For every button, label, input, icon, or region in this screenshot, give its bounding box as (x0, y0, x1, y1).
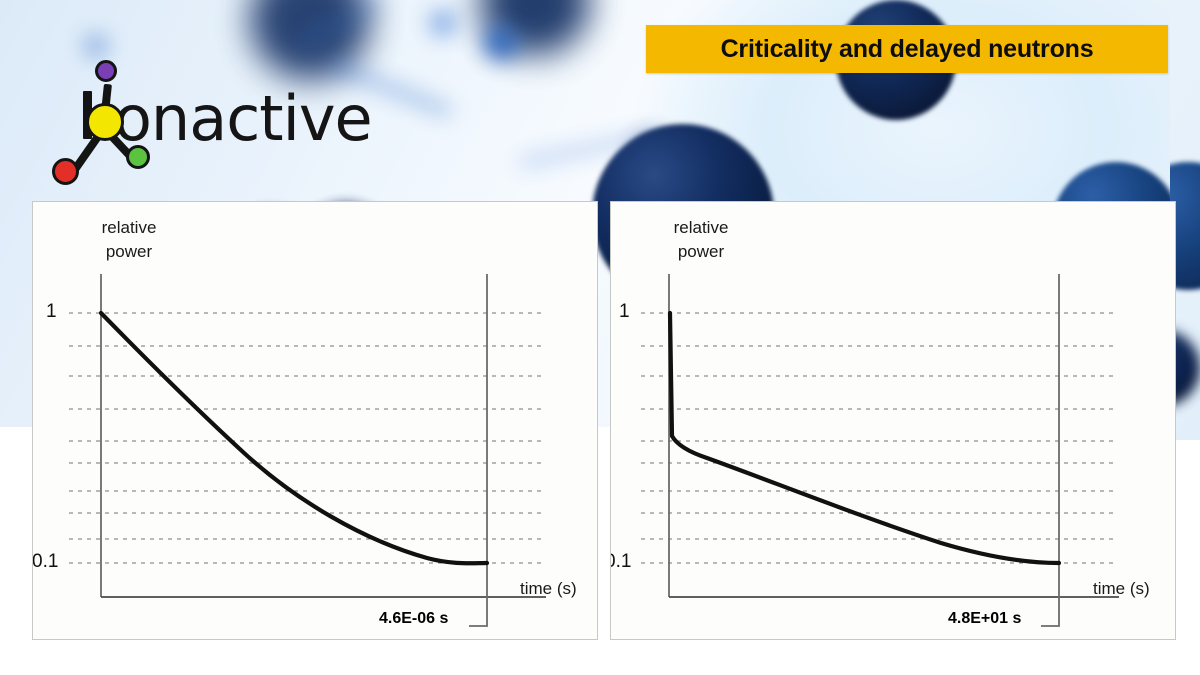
y-tick-label-bottom: 0.1 (32, 551, 59, 572)
logo-wordmark: onactive (114, 82, 373, 155)
y-tick-label-top: 1 (46, 301, 57, 322)
slide-title-banner: Criticality and delayed neutrons (646, 25, 1168, 73)
y-tick-label-top: 1 (619, 301, 630, 322)
x-axis-title: time (s) (520, 579, 577, 598)
end-time-marker-line (469, 274, 488, 627)
logo-atom-top-purple (95, 60, 117, 82)
chart-panel-prompt: relative power 1 0.1 time (s) 4.6E-06 s (32, 201, 598, 640)
y-axis-title: relative power (641, 216, 761, 264)
chart-plot-prompt (69, 274, 546, 627)
background-molecule-blob (484, 26, 518, 60)
y-axis-title-line1: relative (673, 218, 729, 237)
page-title: Criticality and delayed neutrons (720, 34, 1094, 63)
logo-atom-left-red (52, 158, 79, 185)
gridlines (641, 312, 1116, 564)
logo-atom-right-green (126, 145, 150, 169)
y-axis-title-line2: power (105, 242, 153, 261)
y-axis-title-line1: relative (101, 218, 157, 237)
end-time-marker-line (1041, 274, 1060, 627)
y-axis-title-line2: power (677, 242, 725, 261)
y-tick-label-bottom: 0.1 (611, 551, 632, 572)
decay-curve (667, 310, 1062, 566)
ionactive-logo[interactable]: onactive (48, 58, 373, 188)
background-molecule-blob (430, 10, 456, 36)
chart-panel-delayed: relative power 1 0.1 time (s) 4.8E+01 s (610, 201, 1176, 640)
y-axis-title: relative power (69, 216, 189, 264)
end-time-annotation: 4.8E+01 s (948, 610, 1022, 627)
end-time-annotation: 4.6E-06 s (379, 610, 449, 627)
x-axis-title: time (s) (1093, 579, 1150, 598)
chart-plot-delayed (641, 274, 1119, 627)
logo-molecule-icon (48, 58, 318, 188)
logo-atom-center-yellow (86, 103, 124, 141)
gridlines (69, 312, 543, 564)
decay-curve (98, 310, 490, 566)
background-molecule-blob (85, 35, 107, 57)
